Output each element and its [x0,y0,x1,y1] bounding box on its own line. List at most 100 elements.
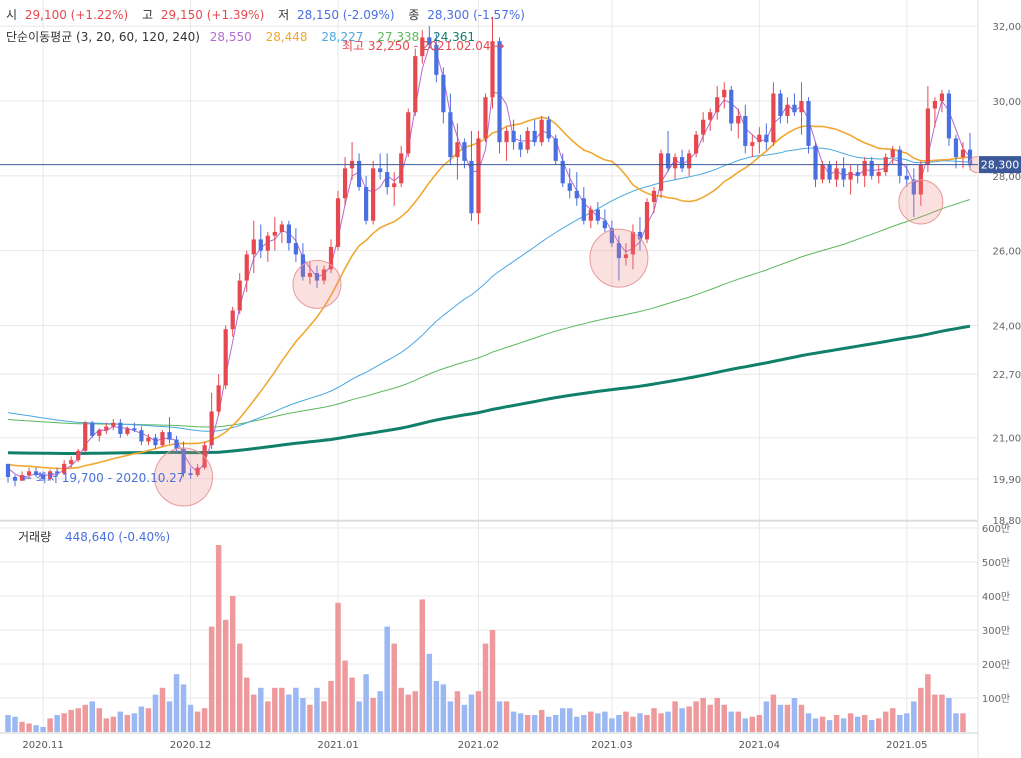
volume-bar [812,718,819,732]
volume-bar [363,674,369,732]
candle-body [90,422,95,436]
candle-body [658,153,664,191]
volume-bar [517,713,524,732]
candle-body [118,422,123,434]
volume-bar [54,715,60,732]
candle-body [286,224,291,244]
candle-body [104,426,109,431]
volume-bar [258,687,264,732]
candle-body [764,134,769,143]
volume-bar [173,674,180,732]
volume-bar [159,687,166,732]
volume-bar [651,708,657,732]
candle-body [216,385,221,412]
candle-body [62,463,67,474]
volume-bar [103,718,110,732]
candle-body [364,187,369,221]
candle-body [757,134,762,143]
volume-bar [166,701,173,732]
ma120-line [7,199,971,428]
time-tick-label: 2021.02 [458,740,499,751]
candle-body [946,93,952,139]
volume-bar [798,704,805,732]
high-annotation: 최고 32,250 - 2021.02.04 → [342,39,504,53]
volume-bar [686,706,692,732]
candle-body [750,142,755,146]
volume-bar [419,599,426,732]
candle-body [413,56,418,113]
candle-body [532,130,537,143]
close-label: 종 [408,8,419,22]
candle-body [939,93,945,102]
volume-bar [61,713,67,732]
volume-bar [26,723,32,732]
volume-bar [833,715,840,732]
volume-bar [749,716,756,732]
volume-bar [777,704,784,732]
volume-bar [68,709,74,732]
candle-body [679,157,685,169]
candle-body [567,183,572,191]
price-candles [5,16,973,487]
candle-body [251,239,256,255]
volume-bar [854,716,861,732]
candle-body [469,160,474,214]
ma240-value: 24,361 [433,30,475,44]
volume-bar [847,713,854,732]
volume-bar [307,704,313,732]
candle-body [581,198,586,221]
volume-bar [609,718,615,732]
volume-bar [356,701,362,732]
time-tick-label: 2021.03 [591,740,632,751]
volume-bar [545,716,552,732]
candle-body [188,473,193,476]
candle-body [476,138,481,214]
volume-bar [574,716,580,732]
candle-body [76,450,81,461]
volume-bar [47,718,53,732]
candle-body [511,130,516,143]
candle-body [490,41,495,98]
volume-bar [244,677,250,732]
volume-bar [728,711,734,732]
volume-bar [229,596,236,732]
candle-body [230,310,235,330]
volume-tick-label: 200만 [982,659,1010,671]
candle-body [160,432,165,446]
candle-body [925,108,930,165]
candle-body [392,183,397,188]
candle-body [406,112,411,154]
candle-body [258,239,263,251]
volume-bar [756,715,763,732]
volume-bar [180,684,187,732]
volume-bar [496,701,503,732]
volume-bar [405,694,411,732]
candle-body [279,224,284,232]
candle-body [420,37,425,57]
volume-bar [426,653,433,732]
candle-body [69,460,74,464]
candle-body [132,428,137,431]
candle-body [785,104,790,116]
volume-bar [96,708,103,732]
candle-body [167,432,172,440]
candle-body [153,437,158,446]
current-price-tag: 28,300 [979,156,1021,174]
candle-body [722,89,727,98]
volume-bar [124,715,131,732]
time-tick-label: 2020.12 [170,740,211,751]
volume-bar [637,713,643,732]
candle-body [967,149,973,165]
candle-body [595,209,600,221]
candle-body [869,160,874,176]
candle-body [729,89,734,124]
volume-bar [538,709,545,732]
candle-body [778,93,783,116]
volume-bar [595,713,601,732]
volume-bar [531,715,538,732]
candle-body [708,112,713,120]
candle-body [904,175,909,180]
highlight-circle [292,259,342,309]
